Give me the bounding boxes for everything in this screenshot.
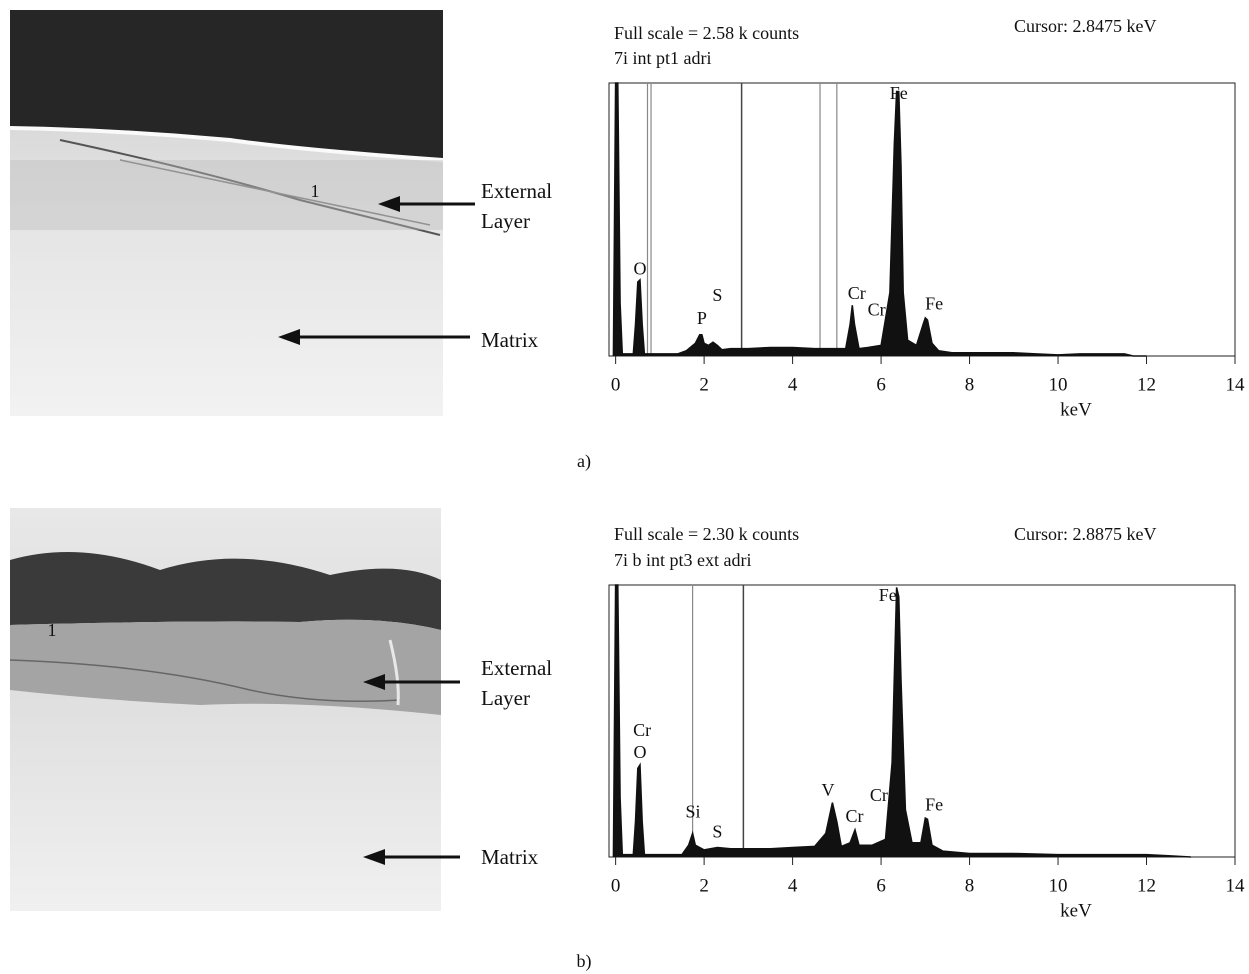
x-tick-label: 0 xyxy=(611,374,621,395)
spectrum-subtitle: 7i int pt1 adri xyxy=(614,48,712,68)
peak-label: Cr xyxy=(848,283,866,303)
x-tick-label: 0 xyxy=(611,875,621,896)
x-tick-label: 12 xyxy=(1137,875,1156,896)
peak-label: S xyxy=(712,821,722,841)
cursor-label: Cursor: 2.8875 keV xyxy=(1014,524,1157,544)
x-tick-label: 2 xyxy=(699,875,709,896)
point-label: 1 xyxy=(48,620,57,640)
peak-label: Cr xyxy=(870,785,888,805)
point-label: 1 xyxy=(311,181,320,201)
layer-label: External Layer xyxy=(481,656,553,710)
peak-label: O xyxy=(633,742,646,762)
x-tick-label: 6 xyxy=(876,875,886,896)
cursor-label: Cursor: 2.8475 keV xyxy=(1014,16,1157,36)
x-tick-label: 8 xyxy=(965,374,975,395)
peak-label: Cr xyxy=(633,720,651,740)
arrow-head xyxy=(363,849,385,865)
peak-label: Fe xyxy=(890,83,908,103)
peak-label: O xyxy=(633,258,646,278)
arrow-head xyxy=(278,329,300,345)
x-axis-label: keV xyxy=(1060,399,1092,420)
spectrum-subtitle: 7i b int pt3 ext adri xyxy=(614,550,751,570)
peak-label: Cr xyxy=(846,806,864,826)
arrow-head xyxy=(363,674,385,690)
micrograph-a xyxy=(9,10,444,416)
peak-label: Si xyxy=(686,801,701,821)
spectrum-title: Full scale = 2.30 k counts xyxy=(614,524,799,544)
x-tick-label: 2 xyxy=(699,374,709,395)
x-tick-label: 10 xyxy=(1049,875,1068,896)
matrix-label: Matrix xyxy=(481,845,539,869)
spectrum xyxy=(612,584,1191,858)
x-tick-label: 4 xyxy=(788,374,798,395)
x-axis-label: keV xyxy=(1060,900,1092,921)
panel-label: b) xyxy=(577,951,592,972)
x-tick-label: 8 xyxy=(965,875,975,896)
x-tick-label: 14 xyxy=(1226,374,1246,395)
peak-label: Fe xyxy=(925,794,943,814)
peak-label: P xyxy=(697,308,707,328)
peak-label: S xyxy=(712,285,722,305)
x-tick-label: 14 xyxy=(1226,875,1246,896)
micrograph-b xyxy=(9,508,441,911)
x-tick-label: 6 xyxy=(876,374,886,395)
x-tick-label: 4 xyxy=(788,875,798,896)
peak-label: Fe xyxy=(925,293,943,313)
peak-label: Fe xyxy=(879,585,897,605)
peak-label: Cr xyxy=(868,300,886,320)
arrow-head xyxy=(378,196,400,212)
spectrum-title: Full scale = 2.58 k counts xyxy=(614,23,799,43)
x-tick-label: 10 xyxy=(1049,374,1068,395)
peak-label: V xyxy=(821,780,834,800)
spectrum xyxy=(612,82,1147,357)
plot-frame xyxy=(608,584,1236,858)
x-tick-label: 12 xyxy=(1137,374,1156,395)
layer-label: External Layer xyxy=(481,179,553,233)
matrix-label: Matrix xyxy=(481,328,539,352)
panel-label: a) xyxy=(577,451,591,472)
